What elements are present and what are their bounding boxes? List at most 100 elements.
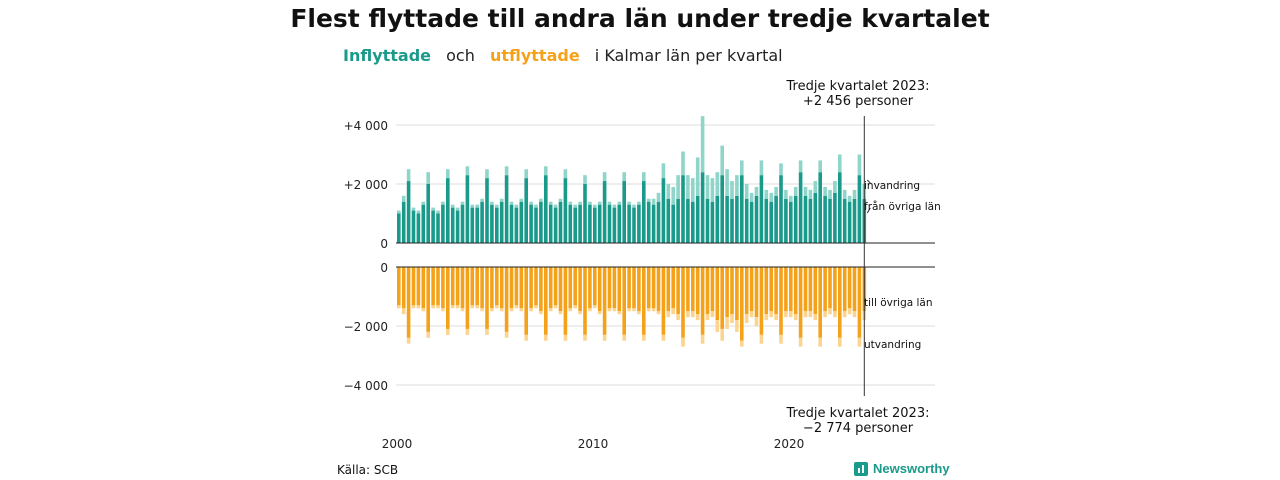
bar-fran-ovriga-lan: [558, 201, 563, 243]
bar-utvandring: [691, 311, 695, 318]
bar-fran-ovriga-lan: [485, 178, 489, 243]
bar-fran-ovriga-lan: [803, 195, 808, 243]
bar-till-ovriga-lan: [539, 267, 543, 312]
bar-invandring: [406, 169, 411, 182]
bar-fran-ovriga-lan: [465, 175, 470, 243]
bar-till-ovriga-lan: [426, 267, 430, 332]
bar-till-ovriga-lan: [749, 267, 754, 312]
bar-fran-ovriga-lan: [529, 204, 533, 243]
annotation-top-line1: Tredje kvartalet 2023:: [786, 79, 930, 94]
bar-invandring: [499, 198, 504, 202]
bar-invandring: [578, 201, 582, 205]
source-note: Källa: SCB: [337, 463, 399, 477]
bar-till-ovriga-lan: [490, 267, 494, 309]
bar-till-ovriga-lan: [573, 267, 577, 306]
bar-invandring: [642, 172, 646, 182]
bar-fran-ovriga-lan: [411, 210, 416, 243]
bar-invandring: [818, 160, 822, 173]
label-invandring: invandring: [864, 180, 920, 192]
bar-fran-ovriga-lan: [637, 204, 641, 243]
bar-utvandring: [725, 317, 729, 329]
bar-till-ovriga-lan: [622, 267, 626, 335]
bar-utvandring: [661, 334, 666, 341]
bar-invandring: [446, 169, 450, 179]
bar-utvandring: [813, 314, 818, 321]
bar-invandring: [632, 204, 636, 208]
bar-till-ovriga-lan: [833, 267, 837, 312]
bar-till-ovriga-lan: [548, 267, 553, 309]
bar-fran-ovriga-lan: [852, 198, 857, 243]
bar-utvandring: [681, 337, 685, 347]
bar-invandring: [612, 204, 617, 208]
bar-invandring: [681, 151, 685, 176]
bar-fran-ovriga-lan: [504, 175, 509, 243]
bar-fran-ovriga-lan: [695, 195, 700, 243]
bar-invandring: [465, 166, 470, 176]
bar-till-ovriga-lan: [436, 267, 440, 306]
bar-utvandring: [700, 334, 705, 344]
bar-fran-ovriga-lan: [789, 201, 793, 243]
bar-invandring: [470, 204, 475, 208]
bar-utvandring: [798, 337, 803, 347]
bar-invandring: [397, 210, 401, 214]
bar-utvandring: [578, 311, 582, 315]
bar-fran-ovriga-lan: [519, 201, 524, 243]
bar-invandring: [671, 186, 675, 205]
bar-utvandring: [779, 334, 783, 344]
bar-invandring: [852, 189, 857, 199]
bar-utvandring: [828, 308, 832, 315]
bar-utvandring: [490, 308, 494, 312]
bar-utvandring: [421, 308, 426, 312]
bar-utvandring: [558, 311, 563, 315]
bar-invandring: [480, 198, 484, 202]
bar-utvandring: [485, 328, 489, 335]
bar-utvandring: [789, 311, 793, 318]
bar-till-ovriga-lan: [793, 267, 798, 315]
bar-utvandring: [509, 308, 514, 312]
bar-fran-ovriga-lan: [563, 178, 568, 243]
bar-invandring: [740, 160, 744, 176]
bar-till-ovriga-lan: [397, 267, 401, 306]
bar-fran-ovriga-lan: [622, 181, 626, 243]
bar-utvandring: [705, 314, 710, 321]
bar-fran-ovriga-lan: [700, 172, 705, 243]
bar-till-ovriga-lan: [627, 267, 631, 309]
bar-invandring: [436, 210, 440, 214]
bar-invandring: [725, 169, 729, 196]
bar-invandring: [798, 160, 803, 173]
bar-invandring: [475, 204, 479, 208]
bar-till-ovriga-lan: [710, 267, 715, 312]
bar-invandring: [548, 201, 553, 205]
bar-fran-ovriga-lan: [686, 198, 690, 243]
bar-utvandring: [548, 308, 553, 312]
bar-till-ovriga-lan: [735, 267, 739, 321]
bar-till-ovriga-lan: [446, 267, 450, 329]
bar-till-ovriga-lan: [455, 267, 460, 306]
bar-invandring: [720, 145, 724, 176]
bar-invandring: [617, 201, 622, 205]
bar-utvandring: [455, 305, 460, 309]
bar-invandring: [539, 198, 543, 202]
bar-utvandring: [793, 314, 798, 321]
bar-till-ovriga-lan: [715, 267, 720, 321]
subtitle-utflyttade: utflyttade: [489, 46, 580, 65]
bar-till-ovriga-lan: [485, 267, 489, 329]
bar-utvandring: [470, 305, 475, 309]
bar-fran-ovriga-lan: [602, 181, 607, 243]
bar-till-ovriga-lan: [798, 267, 803, 338]
label-utvandring: utvandring: [864, 339, 921, 351]
bar-utvandring: [627, 308, 631, 312]
bar-utvandring: [740, 340, 744, 347]
bar-fran-ovriga-lan: [676, 198, 680, 243]
bar-fran-ovriga-lan: [759, 175, 764, 243]
bar-till-ovriga-lan: [583, 267, 587, 335]
bar-invandring: [504, 166, 509, 176]
bar-invandring: [666, 184, 671, 199]
bar-till-ovriga-lan: [646, 267, 651, 309]
y-tick-label: +4 000: [344, 119, 388, 133]
bar-till-ovriga-lan: [504, 267, 509, 332]
bar-invandring: [411, 207, 416, 211]
bar-till-ovriga-lan: [632, 267, 636, 309]
bar-fran-ovriga-lan: [553, 207, 558, 243]
bar-fran-ovriga-lan: [460, 204, 465, 243]
